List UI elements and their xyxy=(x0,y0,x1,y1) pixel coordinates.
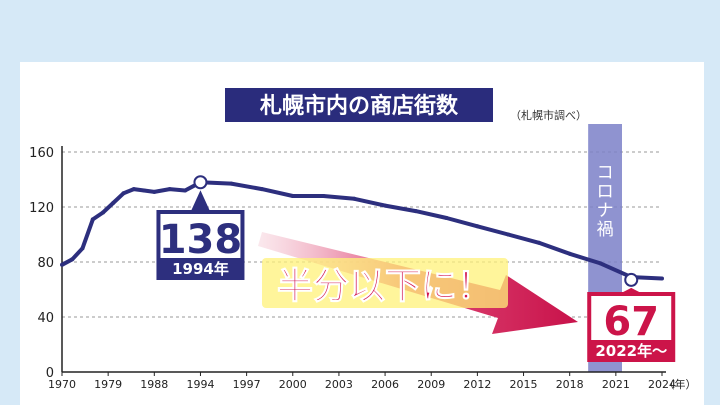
x-tick-label: 2003 xyxy=(325,378,353,391)
highlight-marker xyxy=(624,272,639,287)
data-point xyxy=(536,240,541,245)
callout-value-box xyxy=(160,214,241,258)
callout-pointer xyxy=(191,190,210,210)
data-point xyxy=(70,257,75,262)
x-tick-label: 2015 xyxy=(510,378,538,391)
annotation-glow xyxy=(262,258,508,308)
y-tick-label: 120 xyxy=(29,201,54,216)
x-tick-label: 1997 xyxy=(233,378,261,391)
x-tick-label: 2006 xyxy=(371,378,399,391)
x-tick-label: 2024 xyxy=(648,378,676,391)
data-point xyxy=(121,191,126,196)
annotation-text: 半分以下に！ xyxy=(277,266,493,307)
data-point xyxy=(567,251,572,256)
x-tick-label: 2012 xyxy=(463,378,491,391)
data-point xyxy=(660,276,664,281)
source-note: （札幌市調べ） xyxy=(510,108,587,122)
y-tick-label: 80 xyxy=(37,256,54,271)
x-tick-label: 1979 xyxy=(94,378,122,391)
title-box xyxy=(225,88,493,122)
data-point xyxy=(506,232,511,237)
x-tick-label: 1970 xyxy=(48,378,76,391)
y-tick-label: 0 xyxy=(46,366,54,381)
x-tick-label: 2018 xyxy=(556,378,584,391)
data-point xyxy=(167,187,172,192)
y-tick-label: 40 xyxy=(37,311,54,326)
callout-value: 138 xyxy=(159,217,243,263)
data-point xyxy=(131,187,136,192)
series-line xyxy=(61,180,663,281)
data-point xyxy=(321,194,326,198)
corona-band-label: コロナ禍 xyxy=(597,163,614,240)
data-point xyxy=(413,209,418,214)
data-point xyxy=(152,189,157,194)
data-point xyxy=(444,216,449,220)
x-tick-label: 2009 xyxy=(417,378,445,391)
highlight-marker xyxy=(193,175,208,190)
data-point xyxy=(101,210,106,215)
data-point xyxy=(111,200,116,205)
y-tick-label: 160 xyxy=(29,146,54,161)
callout-year: 1994年 xyxy=(172,260,229,278)
x-tick-label: 2000 xyxy=(279,378,307,391)
callout-year: 2022年〜 xyxy=(595,342,667,360)
data-point xyxy=(260,187,264,192)
callout-pointer xyxy=(623,287,640,292)
data-point xyxy=(352,196,357,201)
data-point xyxy=(183,188,188,193)
data-point xyxy=(229,181,234,186)
data-point xyxy=(60,262,64,267)
callout-value: 67 xyxy=(603,299,659,345)
data-point xyxy=(90,217,95,222)
data-point xyxy=(475,224,480,229)
x-tick-label: 2021 xyxy=(602,378,630,391)
x-unit-label: （年） xyxy=(664,377,697,391)
x-tick-label: 1994 xyxy=(186,378,214,391)
data-point xyxy=(383,203,388,208)
data-point xyxy=(290,194,295,198)
chart-title: 札幌市内の商店街数 xyxy=(259,93,459,119)
data-point xyxy=(80,246,85,251)
callout-value-box xyxy=(591,296,672,340)
data-point xyxy=(598,261,603,266)
x-tick-label: 1988 xyxy=(140,378,168,391)
data-point xyxy=(142,188,147,193)
